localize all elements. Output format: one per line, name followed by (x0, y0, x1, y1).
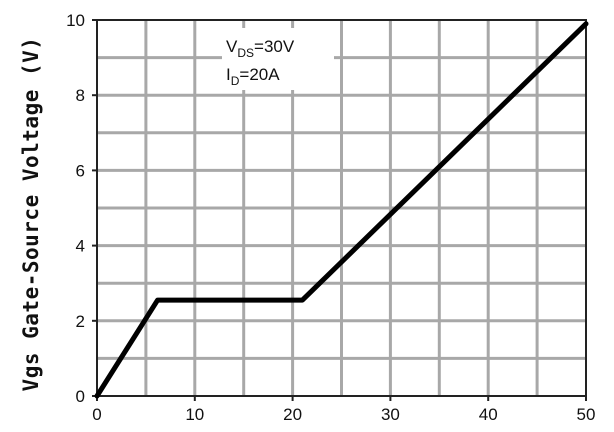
y-tick-label: 6 (76, 161, 85, 180)
annotation-vds: VDS=30V (226, 37, 295, 60)
plot-frame (96, 19, 587, 397)
x-tick-label: 0 (92, 405, 101, 424)
y-tick-label: 2 (76, 312, 85, 331)
x-tick-label: 50 (577, 405, 596, 424)
x-tick-label: 40 (479, 405, 498, 424)
y-tick-label: 8 (76, 86, 85, 105)
annotation-id: ID=20A (226, 65, 280, 88)
x-tick-label: 10 (185, 405, 204, 424)
y-tick-label: 4 (76, 237, 85, 256)
x-tick-label: 30 (381, 405, 400, 424)
y-tick-labels: 0 2 4 6 8 10 (66, 11, 97, 406)
y-tick-label: 0 (76, 387, 85, 406)
y-axis-label: Vgs Gate-Source Voltage (V) (19, 37, 43, 392)
series-layer (94, 21, 589, 399)
annotation-background (222, 28, 334, 90)
x-tick-labels: 0 10 20 30 40 50 (92, 396, 595, 424)
x-tick-label: 20 (283, 405, 302, 424)
y-tick-label: 10 (66, 11, 85, 30)
gate-voltage-series-line (94, 21, 589, 399)
grid-lines (97, 20, 586, 396)
